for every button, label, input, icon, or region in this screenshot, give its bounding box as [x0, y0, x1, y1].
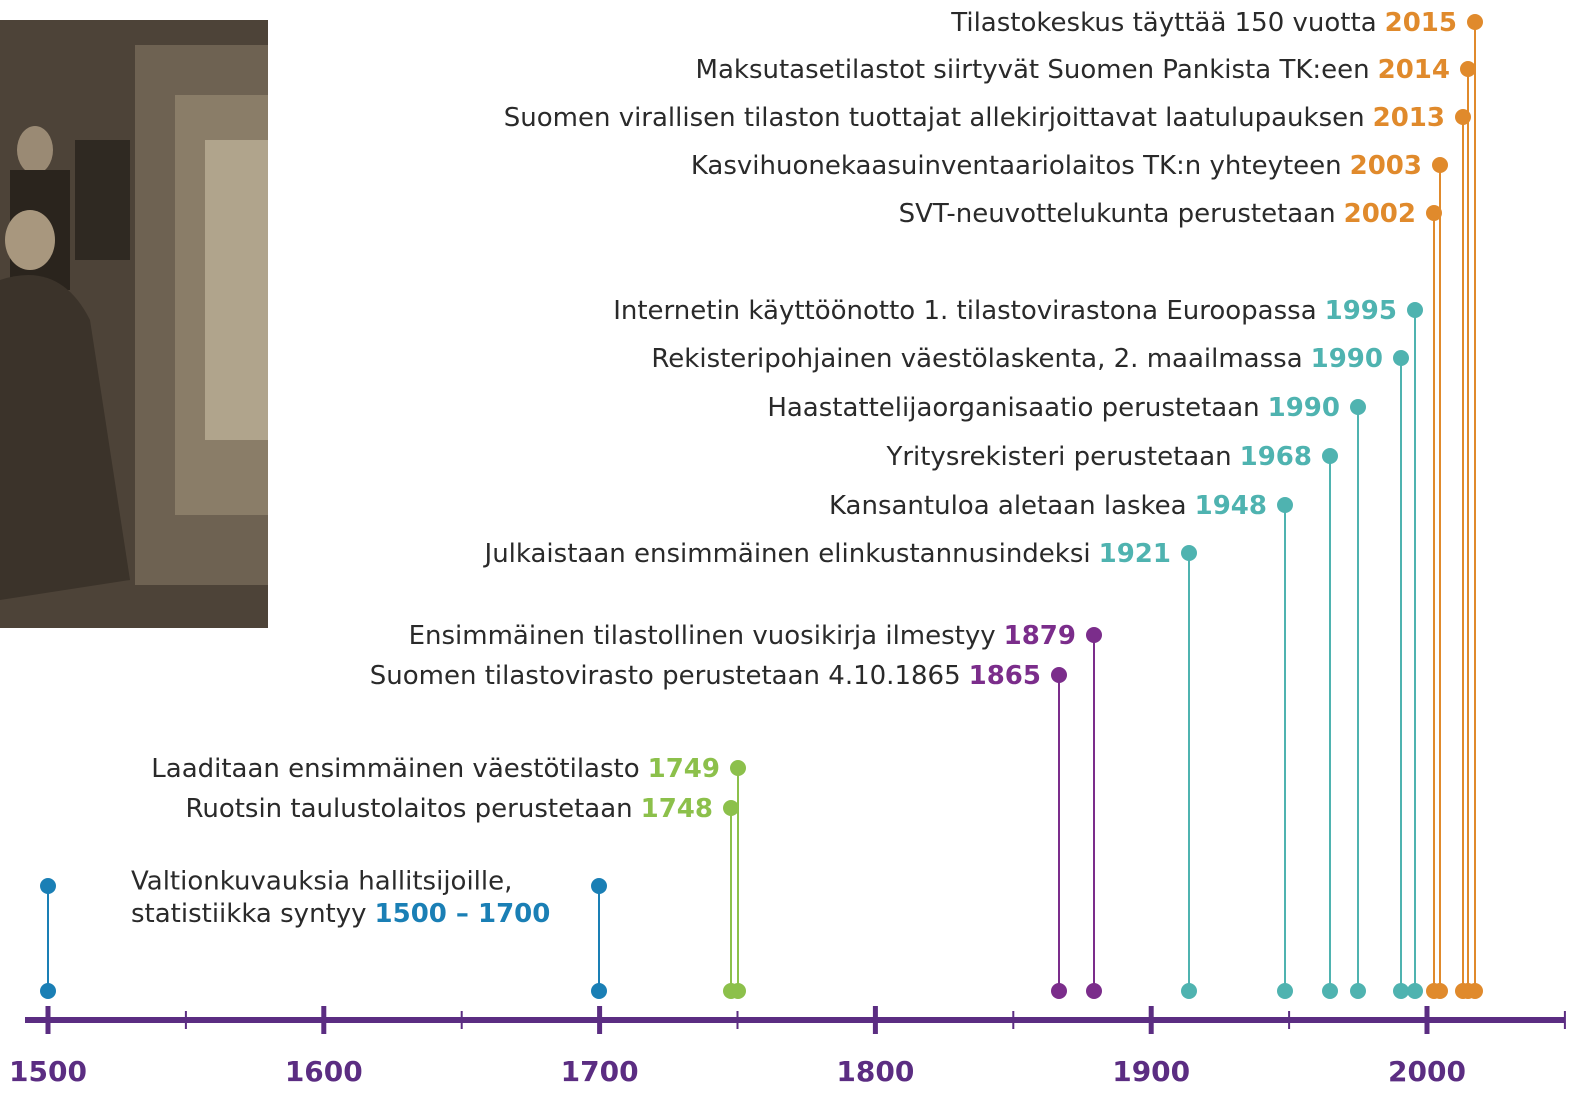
dot [1407, 302, 1423, 318]
event-label: Internetin käyttöönotto 1. tilastovirast… [613, 296, 1397, 326]
dot [1432, 157, 1448, 173]
dot [1393, 983, 1409, 999]
dot [1086, 983, 1102, 999]
dot [1467, 14, 1483, 30]
dot [1455, 109, 1471, 125]
event-year: 2013 [1373, 103, 1445, 133]
dot [1455, 983, 1471, 999]
event-year: 2003 [1350, 151, 1422, 181]
dot [1051, 667, 1067, 683]
event-year: 1749 [648, 754, 720, 784]
event-label: Suomen virallisen tilaston tuottajat all… [504, 103, 1445, 133]
dot [1393, 350, 1409, 366]
event-label: Kansantuloa aletaan laskea 1948 [829, 491, 1267, 521]
axis-tick-label: 2000 [1388, 1055, 1466, 1088]
axis-tick-label: 1600 [285, 1055, 363, 1088]
event-year: 1995 [1325, 296, 1397, 326]
event-text: Maksutasetilastot siirtyvät Suomen Panki… [696, 55, 1370, 85]
event-label: Tilastokeskus täyttää 150 vuotta 2015 [950, 8, 1457, 38]
event-label: Kasvihuonekaasuinventaariolaitos TK:n yh… [691, 151, 1422, 181]
event-year: 1500 – 1700 [375, 899, 551, 929]
event-text: Laaditaan ensimmäinen väestötilasto [151, 754, 639, 784]
event-label: Julkaistaan ensimmäinen elinkustannusind… [483, 539, 1171, 569]
event-year: 2002 [1344, 199, 1416, 229]
event-text: statistiikka syntyy [131, 899, 367, 929]
event-year: 1968 [1240, 442, 1312, 472]
dot [1407, 983, 1423, 999]
event-label: Maksutasetilastot siirtyvät Suomen Panki… [696, 55, 1450, 85]
event-text: Yritysrekisteri perustetaan [885, 442, 1231, 472]
event-year: 1748 [641, 794, 713, 824]
event-label: Laaditaan ensimmäinen väestötilasto 1749 [151, 754, 720, 784]
event-label: Yritysrekisteri perustetaan 1968 [885, 442, 1312, 472]
event-label: Ruotsin taulustolaitos perustetaan 1748 [185, 794, 713, 824]
dot [40, 983, 56, 999]
event-label: statistiikka syntyy 1500 – 1700 [131, 899, 550, 929]
dot [1277, 983, 1293, 999]
dot [1322, 983, 1338, 999]
event-year: 1990 [1268, 393, 1340, 423]
dot [1350, 399, 1366, 415]
event-text: Kasvihuonekaasuinventaariolaitos TK:n yh… [691, 151, 1342, 181]
dot [1181, 983, 1197, 999]
dot [1426, 205, 1442, 221]
axis-tick-label: 1500 [9, 1055, 87, 1088]
event-text: Julkaistaan ensimmäinen elinkustannusind… [483, 539, 1091, 569]
event-label: Suomen tilastovirasto perustetaan 4.10.1… [370, 661, 1041, 691]
dot [1460, 61, 1476, 77]
event-text: Ensimmäinen tilastollinen vuosikirja ilm… [409, 621, 996, 651]
dot [730, 760, 746, 776]
event-year: 1921 [1099, 539, 1171, 569]
axis-tick-label: 1700 [561, 1055, 639, 1088]
dot [1086, 627, 1102, 643]
event-text: Internetin käyttöönotto 1. tilastovirast… [613, 296, 1316, 326]
photo [0, 20, 268, 628]
event-text: Suomen tilastovirasto perustetaan 4.10.1… [370, 661, 961, 691]
event-label: Haastattelijaorganisaatio perustetaan 199… [767, 393, 1340, 423]
event-text: Haastattelijaorganisaatio perustetaan [767, 393, 1259, 423]
event-text: Rekisteripohjainen väestölaskenta, 2. ma… [651, 344, 1302, 374]
event-text: Ruotsin taulustolaitos perustetaan [185, 794, 632, 824]
axis-tick-label: 1900 [1112, 1055, 1190, 1088]
dot [723, 800, 739, 816]
dot [591, 983, 607, 999]
event-year: 1865 [969, 661, 1041, 691]
dot [1322, 448, 1338, 464]
dot [40, 878, 56, 894]
dot [1350, 983, 1366, 999]
dot [1426, 983, 1442, 999]
event-text: Kansantuloa aletaan laskea [829, 491, 1187, 521]
event-label: SVT-neuvottelukunta perustetaan 2002 [899, 199, 1416, 229]
event-label: Ensimmäinen tilastollinen vuosikirja ilm… [409, 621, 1076, 651]
dot [1181, 545, 1197, 561]
dot [723, 983, 739, 999]
event-label: Rekisteripohjainen väestölaskenta, 2. ma… [651, 344, 1383, 374]
event-text: Valtionkuvauksia hallitsijoille, [131, 867, 512, 897]
dot [1277, 497, 1293, 513]
event-year: 1948 [1195, 491, 1267, 521]
event-year: 2015 [1385, 8, 1457, 38]
event-year: 2014 [1378, 55, 1450, 85]
dot [591, 878, 607, 894]
event-text: Suomen virallisen tilaston tuottajat all… [504, 103, 1365, 133]
axis-tick-label: 1800 [836, 1055, 914, 1088]
event-year: 1990 [1311, 344, 1383, 374]
event-text: SVT-neuvottelukunta perustetaan [899, 199, 1336, 229]
event-text: Tilastokeskus täyttää 150 vuotta [950, 8, 1376, 38]
dot [1051, 983, 1067, 999]
event-year: 1879 [1004, 621, 1076, 651]
